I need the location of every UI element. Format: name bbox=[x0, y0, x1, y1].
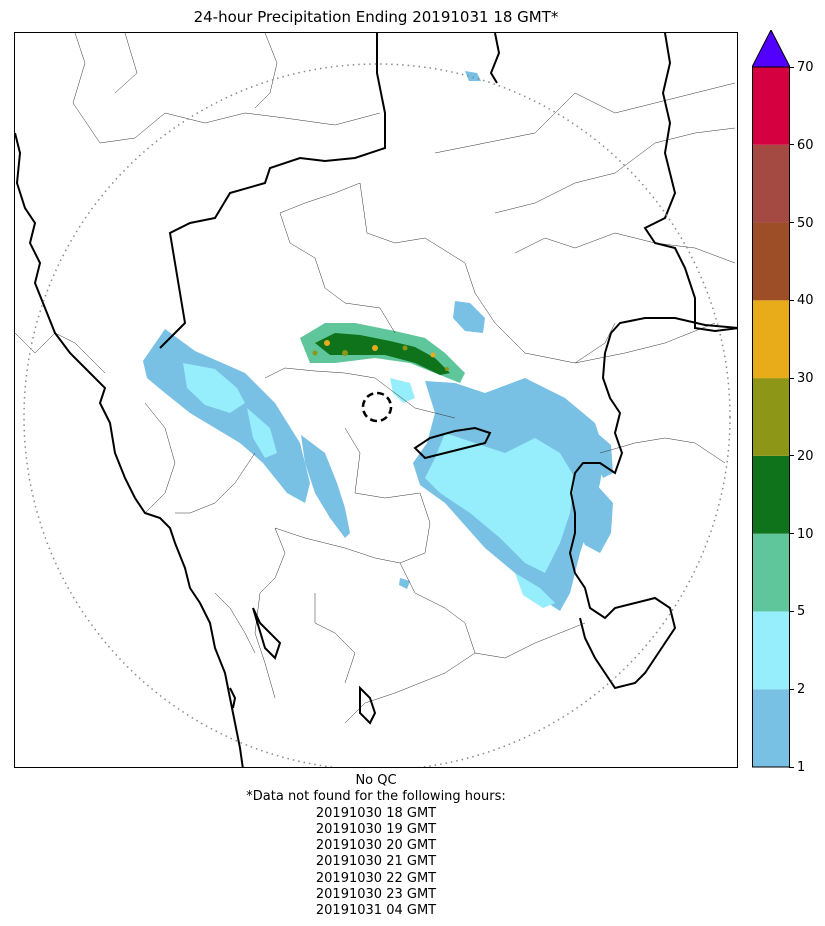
colorbar-tick bbox=[789, 222, 794, 224]
missing-hour-item: 20191030 20 GMT bbox=[315, 838, 437, 854]
colorbar-tick bbox=[789, 144, 794, 146]
precipitation-map bbox=[14, 32, 738, 768]
colorbar-segment bbox=[752, 67, 790, 145]
map-title: 24-hour Precipitation Ending 20191031 18… bbox=[193, 8, 559, 26]
colorbar-segment bbox=[752, 455, 790, 534]
colorbar-segment bbox=[752, 144, 790, 223]
colorbar-tick bbox=[789, 688, 794, 690]
colorbar-segment bbox=[752, 378, 790, 456]
colorbar-tick-label: 1 bbox=[797, 760, 806, 775]
colorbar-tick-label: 5 bbox=[797, 604, 806, 620]
footer: No QC *Data not found for the following … bbox=[0, 773, 752, 920]
missing-hour-item: 20191030 18 GMT bbox=[315, 805, 437, 821]
colorbar-tick bbox=[789, 299, 794, 301]
map-canvas bbox=[15, 33, 737, 767]
missing-hour-item: 20191030 23 GMT bbox=[315, 887, 437, 903]
colorbar-tick bbox=[789, 455, 794, 457]
qc-status: No QC bbox=[355, 773, 397, 788]
colorbar-over-arrow bbox=[752, 30, 790, 68]
radar-site-marker bbox=[361, 391, 393, 423]
colorbar-tick-label: 10 bbox=[797, 526, 814, 542]
missing-hour-item: 20191031 04 GMT bbox=[315, 903, 437, 919]
precip-moderate-areas bbox=[183, 363, 575, 608]
colorbar-tick bbox=[789, 533, 794, 535]
colorbar-tick bbox=[789, 66, 794, 68]
colorbar-segments bbox=[752, 67, 790, 767]
colorbar-tick-label: 40 bbox=[797, 293, 814, 309]
precip-heavy-band bbox=[300, 323, 465, 383]
colorbar-tick bbox=[789, 766, 794, 768]
colorbar-tick-label: 2 bbox=[797, 682, 806, 698]
colorbar-tick-label: 20 bbox=[797, 448, 814, 464]
colorbar-segment bbox=[752, 611, 790, 690]
colorbar-tick-label: 70 bbox=[797, 60, 814, 75]
missing-hour-item: 20191030 21 GMT bbox=[315, 854, 437, 870]
range-ring bbox=[23, 63, 731, 767]
colorbar-tick-label: 60 bbox=[797, 137, 814, 153]
colorbar-tick bbox=[789, 377, 794, 379]
colorbar-segment bbox=[752, 300, 790, 379]
missing-hour-item: 20191030 19 GMT bbox=[315, 821, 437, 837]
missing-hour-item: 20191030 22 GMT bbox=[315, 870, 437, 886]
colorbar-segment bbox=[752, 689, 790, 767]
national-borders bbox=[15, 33, 737, 767]
missing-data-note: *Data not found for the following hours: bbox=[246, 789, 506, 805]
colorbar-segment bbox=[752, 222, 790, 301]
colorbar-svg bbox=[752, 30, 790, 768]
colorbar-tick-label: 30 bbox=[797, 371, 814, 387]
colorbar-tick bbox=[789, 610, 794, 612]
colorbar-tick-label: 50 bbox=[797, 215, 814, 231]
missing-hours-list: 20191030 18 GMT 20191030 19 GMT 20191030 2… bbox=[0, 806, 752, 920]
colorbar-segment bbox=[752, 533, 790, 612]
district-borders bbox=[15, 33, 736, 724]
